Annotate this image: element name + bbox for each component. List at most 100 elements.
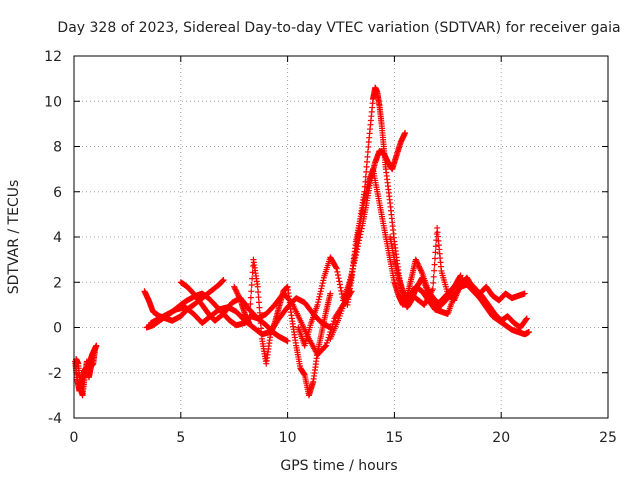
data-point bbox=[317, 291, 324, 298]
data-points bbox=[72, 84, 532, 399]
data-point bbox=[416, 264, 423, 271]
y-tick-label: 0 bbox=[53, 321, 62, 337]
plot-frame bbox=[73, 55, 609, 419]
data-point bbox=[233, 289, 240, 296]
x-tick-label: 15 bbox=[385, 430, 403, 446]
data-point bbox=[415, 262, 422, 269]
data-point bbox=[457, 272, 464, 279]
data-point bbox=[236, 294, 243, 301]
grid bbox=[73, 55, 609, 419]
tick-labels: 0 5 10 15 20 25 -4 -2 0 2 4 6 8 10 12 bbox=[44, 49, 617, 446]
data-point bbox=[318, 285, 325, 292]
x-tick-label: 0 bbox=[70, 430, 79, 446]
data-point bbox=[525, 329, 532, 336]
data-point bbox=[327, 290, 334, 297]
y-tick-label: 6 bbox=[53, 185, 62, 201]
data-point bbox=[414, 260, 421, 267]
data-point bbox=[258, 330, 265, 337]
data-point bbox=[319, 280, 326, 287]
data-point bbox=[317, 288, 324, 295]
data-point bbox=[320, 277, 327, 284]
data-point bbox=[257, 320, 264, 327]
data-point bbox=[431, 255, 438, 262]
data-point bbox=[323, 342, 330, 349]
y-tick-label: 12 bbox=[44, 49, 62, 65]
data-point bbox=[333, 265, 340, 272]
data-point bbox=[523, 315, 530, 322]
data-point bbox=[314, 301, 321, 308]
x-tick-label: 20 bbox=[492, 430, 510, 446]
data-point bbox=[235, 291, 242, 298]
data-point bbox=[247, 307, 254, 314]
x-tick-label: 5 bbox=[176, 430, 185, 446]
data-point bbox=[336, 278, 343, 285]
x-tick-label: 10 bbox=[279, 430, 297, 446]
data-point bbox=[248, 288, 255, 295]
y-tick-label: -4 bbox=[48, 411, 62, 427]
data-point bbox=[256, 309, 263, 316]
data-point bbox=[316, 293, 323, 300]
data-point bbox=[417, 267, 424, 274]
data-point bbox=[336, 281, 343, 288]
series-k bbox=[434, 276, 530, 331]
data-point bbox=[234, 290, 241, 297]
data-point bbox=[220, 276, 227, 283]
series-early-b bbox=[73, 344, 99, 399]
data-point bbox=[333, 264, 340, 271]
data-point bbox=[247, 300, 254, 307]
data-point bbox=[322, 343, 329, 350]
data-point bbox=[417, 266, 424, 273]
x-axis-label: GPS time / hours bbox=[280, 458, 397, 474]
y-tick-label: 4 bbox=[53, 230, 62, 246]
data-point bbox=[429, 286, 436, 293]
data-point bbox=[231, 283, 238, 290]
data-point bbox=[418, 268, 425, 275]
data-point bbox=[284, 338, 291, 345]
data-point bbox=[431, 261, 438, 268]
data-point bbox=[413, 257, 420, 264]
data-point bbox=[414, 259, 421, 266]
data-point bbox=[402, 129, 409, 136]
data-point bbox=[337, 284, 344, 291]
data-point bbox=[412, 256, 419, 263]
data-point bbox=[248, 281, 255, 288]
data-point bbox=[247, 294, 254, 301]
data-point bbox=[432, 243, 439, 250]
data-point bbox=[255, 288, 262, 295]
data-point bbox=[254, 283, 261, 290]
data-point bbox=[258, 325, 265, 332]
chart-title: Day 328 of 2023, Sidereal Day-to-day VTE… bbox=[57, 20, 620, 36]
data-point bbox=[432, 249, 439, 256]
data-point bbox=[431, 267, 438, 274]
data-point bbox=[323, 339, 330, 346]
data-point bbox=[415, 263, 422, 270]
data-point bbox=[315, 296, 322, 303]
data-point bbox=[335, 275, 342, 282]
data-point bbox=[92, 344, 99, 351]
y-tick-label: 8 bbox=[53, 140, 62, 156]
data-point bbox=[330, 318, 337, 325]
data-point bbox=[246, 313, 253, 320]
data-point bbox=[236, 295, 243, 302]
series-e bbox=[231, 256, 334, 399]
data-point bbox=[233, 287, 240, 294]
data-point bbox=[246, 319, 253, 326]
data-point bbox=[523, 316, 530, 323]
data-point bbox=[430, 273, 437, 280]
data-point bbox=[338, 287, 345, 294]
data-point bbox=[235, 293, 242, 300]
x-tick-label: 25 bbox=[599, 430, 617, 446]
data-point bbox=[255, 299, 262, 306]
data-point bbox=[456, 273, 463, 280]
y-tick-label: 2 bbox=[53, 275, 62, 291]
data-point bbox=[256, 304, 263, 311]
y-tick-label: -2 bbox=[48, 366, 62, 382]
y-axis-label: SDTVAR / TECUs bbox=[6, 180, 22, 295]
data-point bbox=[255, 294, 262, 301]
data-point bbox=[232, 286, 239, 293]
data-point bbox=[430, 279, 437, 286]
data-point bbox=[318, 282, 325, 289]
data-point bbox=[231, 285, 238, 292]
